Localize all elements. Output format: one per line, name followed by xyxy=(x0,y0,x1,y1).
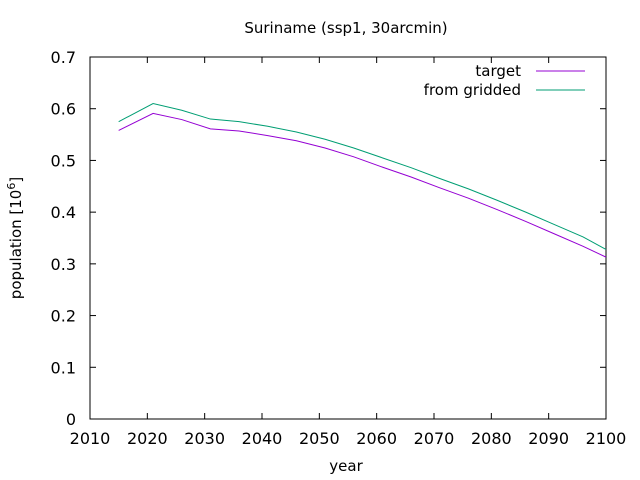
x-tick-label: 2030 xyxy=(184,429,225,448)
x-tick-label: 2040 xyxy=(242,429,283,448)
y-tick-label: 0.1 xyxy=(51,358,76,377)
y-axis-label-exponent: 6 xyxy=(5,183,18,190)
series-layer xyxy=(118,103,607,258)
y-axis-label-close: ] xyxy=(7,177,25,183)
series-line-from-gridded xyxy=(118,103,607,250)
x-tick-label: 2020 xyxy=(127,429,168,448)
y-tick-label: 0.5 xyxy=(51,151,76,170)
x-tick-label: 2080 xyxy=(471,429,512,448)
y-tick-label: 0.7 xyxy=(51,48,76,67)
series-line-target xyxy=(118,112,607,258)
x-tick-label: 2060 xyxy=(356,429,397,448)
legend: target from gridded xyxy=(424,62,585,99)
x-tick-label: 2010 xyxy=(70,429,111,448)
x-tick-label: 2070 xyxy=(414,429,455,448)
x-tick-label: 2090 xyxy=(528,429,569,448)
x-tick-label: 2100 xyxy=(586,429,627,448)
y-axis-ticks: 0 0.1 0.2 0.3 0.4 0.5 0.6 0.7 xyxy=(51,48,606,429)
y-tick-label: 0.3 xyxy=(51,255,76,274)
x-tick-label: 2050 xyxy=(299,429,340,448)
y-axis-label: population [106] xyxy=(5,177,25,299)
y-tick-label: 0 xyxy=(66,410,76,429)
y-tick-label: 0.4 xyxy=(51,203,76,222)
y-axis-label-main: population [10 xyxy=(7,190,25,300)
plot-frame xyxy=(89,56,607,420)
y-tick-label: 0.6 xyxy=(51,100,76,119)
legend-label-target: target xyxy=(475,62,521,80)
chart-title: Suriname (ssp1, 30arcmin) xyxy=(244,19,447,37)
legend-label-from-gridded: from gridded xyxy=(424,81,521,99)
x-axis-ticks: 2010 2020 2030 2040 2050 2060 2070 2080 2090 2100 xyxy=(70,57,627,448)
y-tick-label: 0.2 xyxy=(51,307,76,326)
x-axis-label: year xyxy=(329,457,363,475)
